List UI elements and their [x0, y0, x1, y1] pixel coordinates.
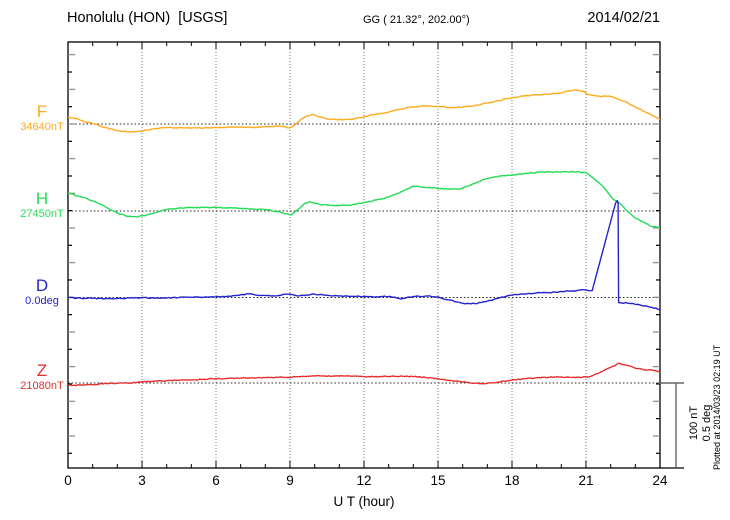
channel-label-f: F 34640nT	[14, 102, 70, 134]
x-tick-label-24: 24	[652, 473, 668, 488]
x-tick-label-18: 18	[504, 473, 520, 488]
trace-f	[67, 89, 661, 133]
x-axis-label: U T (hour)	[333, 494, 395, 509]
channel-label-h: H 27450nT	[14, 189, 70, 221]
x-tick-label-9: 9	[286, 473, 294, 488]
channel-label-d: D 0.0deg	[14, 276, 70, 308]
channel-label-z: Z 21080nT	[14, 361, 70, 393]
scale-bar-label: 100 nT 0.5 deg	[688, 384, 714, 462]
trace-h	[67, 170, 661, 228]
channel-letter: F	[36, 102, 48, 121]
x-tick-label-6: 6	[212, 473, 220, 488]
plot-timestamp: Plotted at 2014/03/23 02:19 UT	[712, 344, 722, 470]
scale-bar-nt: 100 nT	[688, 405, 700, 441]
plot-frame	[67, 41, 661, 469]
channel-letter: D	[35, 275, 49, 295]
channel-baseline-value: 34640nT	[20, 121, 64, 133]
geographic-coordinates: GG ( 21.32°, 202.00°)	[363, 14, 470, 26]
trace-d	[67, 199, 661, 311]
station-title: Honolulu (HON) [USGS]	[67, 10, 228, 26]
channel-letter: Z	[36, 361, 48, 380]
channel-baseline-value: 0.0deg	[25, 294, 59, 307]
channel-baseline-value: 21080nT	[20, 380, 64, 392]
x-tick-label-15: 15	[430, 473, 446, 488]
x-tick-label-3: 3	[138, 473, 146, 488]
x-tick-label-21: 21	[578, 473, 594, 488]
channel-letter: H	[35, 189, 49, 208]
plot-date: 2014/02/21	[587, 10, 660, 26]
channel-baseline-value: 27450nT	[20, 208, 64, 220]
x-tick-label-0: 0	[64, 473, 72, 488]
x-tick-label-12: 12	[356, 473, 372, 488]
trace-z	[67, 362, 661, 387]
